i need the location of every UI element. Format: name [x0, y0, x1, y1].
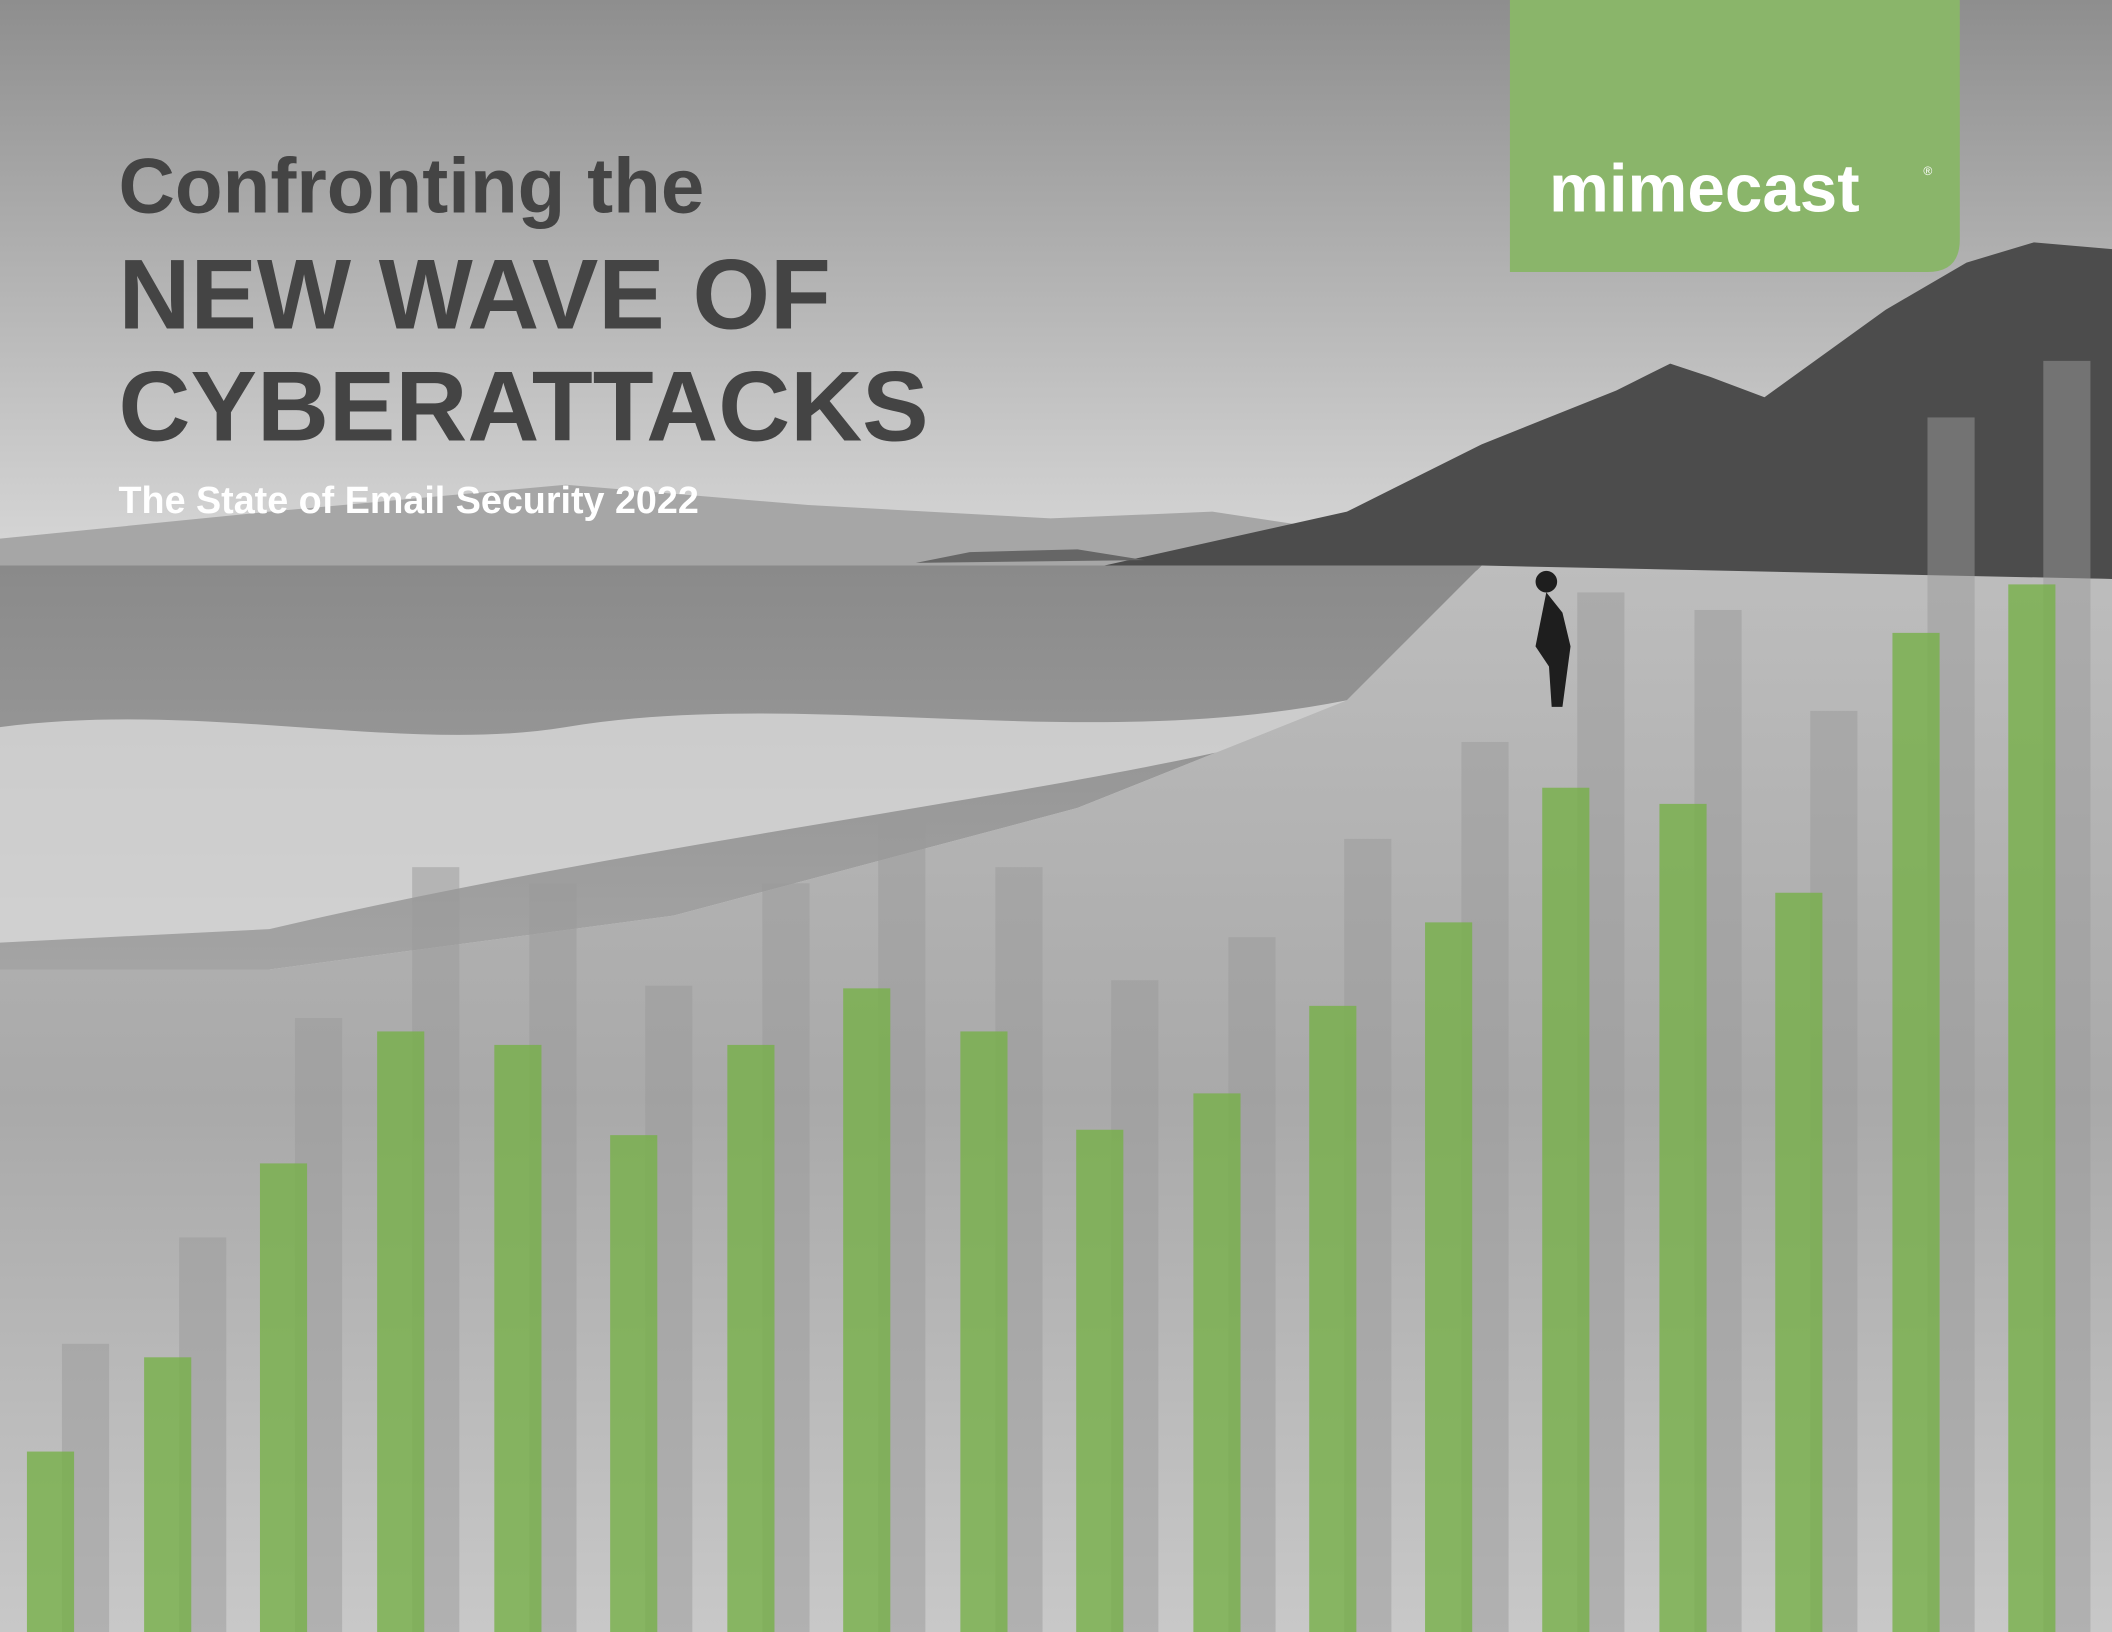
title-line: Confronting the [119, 142, 705, 230]
logo-mark: ® [1923, 164, 1932, 178]
logo-box [1510, 0, 1960, 272]
cover: mimecast ® Confronting the NEW WAVE OF C… [0, 0, 2112, 1632]
logo-text: mimecast [1549, 151, 1860, 226]
subtitle: The State of Email Security 2022 [119, 479, 699, 521]
title-line: NEW WAVE OF [119, 240, 831, 351]
title-line: CYBERATTACKS [119, 351, 929, 462]
